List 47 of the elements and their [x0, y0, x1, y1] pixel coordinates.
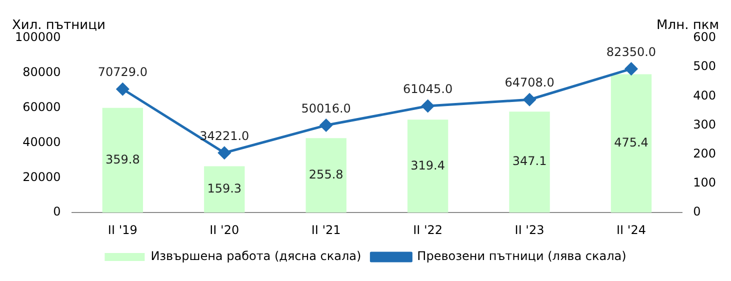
y2-tick-label: 600 [693, 30, 716, 44]
point [218, 146, 231, 160]
y2-axis-title: Млн. пкм [656, 18, 719, 33]
legend-label: Извършена работа (дясна скала) [150, 249, 362, 264]
y-tick-label: 60000 [22, 100, 61, 114]
y2-tick-label: 100 [693, 176, 716, 190]
x-tick-label: II '23 [514, 222, 544, 237]
x-tick-label: II '21 [311, 222, 341, 237]
data-label: 64708.0 [504, 76, 554, 90]
y-tick-label: 0 [53, 204, 61, 219]
data-label: 50016.0 [301, 101, 351, 116]
y2-tick-label: 200 [693, 146, 716, 161]
point [320, 119, 332, 132]
y2-tick-label: 500 [693, 59, 716, 74]
bar [407, 120, 448, 213]
y2-tick-label: 0 [693, 204, 701, 219]
y-tick-label: 40000 [22, 134, 61, 149]
bar [102, 108, 144, 213]
point [523, 93, 536, 106]
data-label: 347.1 [512, 154, 547, 168]
y-tick-label: 20000 [22, 170, 61, 184]
point [116, 82, 129, 96]
bar [306, 138, 346, 213]
data-label: 319.4 [410, 158, 445, 172]
data-label: 34221.0 [200, 128, 250, 143]
y-tick-label: 100000 [14, 30, 61, 44]
y-axis-title: Хил. пътници [12, 18, 106, 33]
data-label: 475.4 [614, 136, 648, 150]
y2-tick-label: 400 [693, 88, 716, 102]
x-tick-label: II '24 [616, 222, 646, 237]
y2-tick-label: 300 [693, 117, 716, 132]
point [422, 100, 434, 112]
bar [509, 112, 550, 213]
data-label: 61045.0 [402, 82, 453, 96]
bar [204, 166, 245, 213]
data-label: 359.8 [105, 152, 140, 166]
data-label: 82350.0 [606, 44, 656, 59]
legend-label: Превозени пътници (лява скала) [417, 249, 626, 264]
data-label: 70729.0 [98, 65, 148, 80]
y-tick-label: 80000 [22, 65, 61, 80]
bar [610, 74, 652, 213]
data-label: 159.3 [207, 182, 242, 196]
point [624, 62, 638, 76]
x-tick-label: II '22 [413, 222, 443, 237]
x-tick-label: II '20 [210, 222, 240, 237]
x-tick-label: II '19 [108, 222, 138, 237]
data-label: 255.8 [308, 168, 344, 182]
